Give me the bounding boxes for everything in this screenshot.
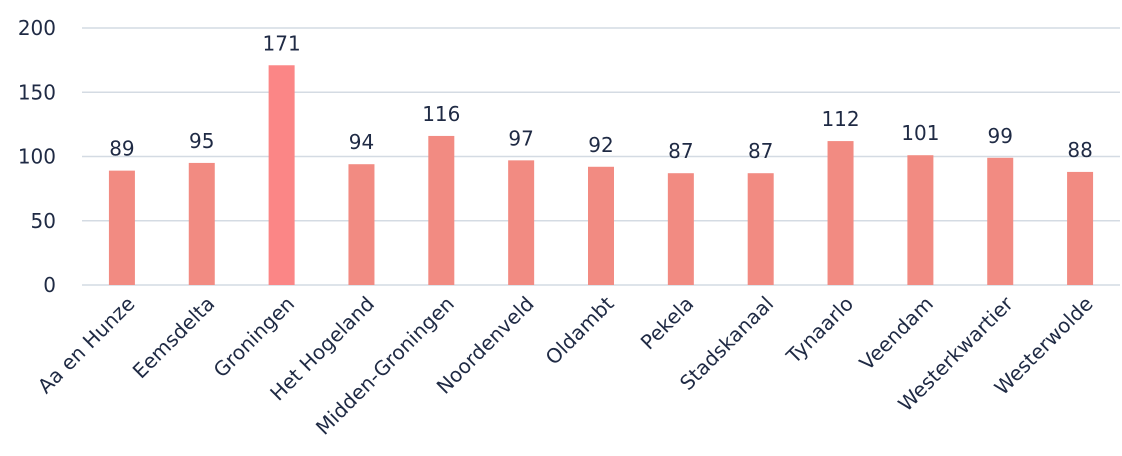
category-label-9: Tynaarlo [781, 292, 858, 369]
data-label-5: 97 [508, 126, 533, 150]
category-label-0: Aa en Hunze [33, 292, 140, 399]
data-label-12: 88 [1067, 138, 1092, 162]
bar-0 [108, 170, 135, 285]
y-tick-label: 150 [18, 80, 56, 104]
bar-12 [1067, 171, 1094, 285]
bar-3 [348, 164, 375, 285]
y-axis-tick-labels: 0 50 100 150 200 [18, 16, 56, 297]
data-label-4: 116 [422, 102, 460, 126]
category-label-10: Veendam [855, 292, 938, 375]
data-label-6: 92 [588, 133, 613, 157]
y-tick-label: 200 [18, 16, 56, 40]
bar-10 [907, 155, 934, 285]
bar-7 [667, 173, 694, 285]
data-label-1: 95 [189, 129, 214, 153]
y-tick-label: 0 [43, 273, 56, 297]
gridlines [82, 27, 1120, 286]
data-label-0: 89 [109, 137, 134, 161]
bar-1 [188, 162, 215, 285]
category-label-4: Midden-Groningen [311, 292, 459, 440]
data-label-9: 112 [821, 107, 859, 131]
bar-11 [987, 157, 1014, 285]
bar-8 [747, 173, 774, 285]
bars [108, 65, 1094, 285]
category-label-7: Pekela [636, 292, 699, 355]
category-label-1: Eemsdelta [128, 292, 220, 384]
data-label-8: 87 [748, 139, 773, 163]
bar-9 [827, 141, 854, 285]
category-label-6: Oldambt [541, 291, 619, 369]
data-label-7: 87 [668, 139, 693, 163]
data-label-3: 94 [349, 130, 374, 154]
data-label-2: 171 [263, 31, 301, 55]
bar-6 [588, 166, 614, 285]
bar-5 [508, 160, 535, 285]
bar-4 [428, 135, 455, 285]
y-tick-label: 100 [18, 145, 56, 169]
data-label-11: 99 [988, 124, 1013, 148]
data-labels: 89 95 171 94 116 97 92 87 87 112 101 99 88 [109, 31, 1093, 163]
data-label-10: 101 [901, 121, 939, 145]
y-tick-label: 50 [31, 209, 56, 233]
bar-2 [268, 65, 295, 285]
